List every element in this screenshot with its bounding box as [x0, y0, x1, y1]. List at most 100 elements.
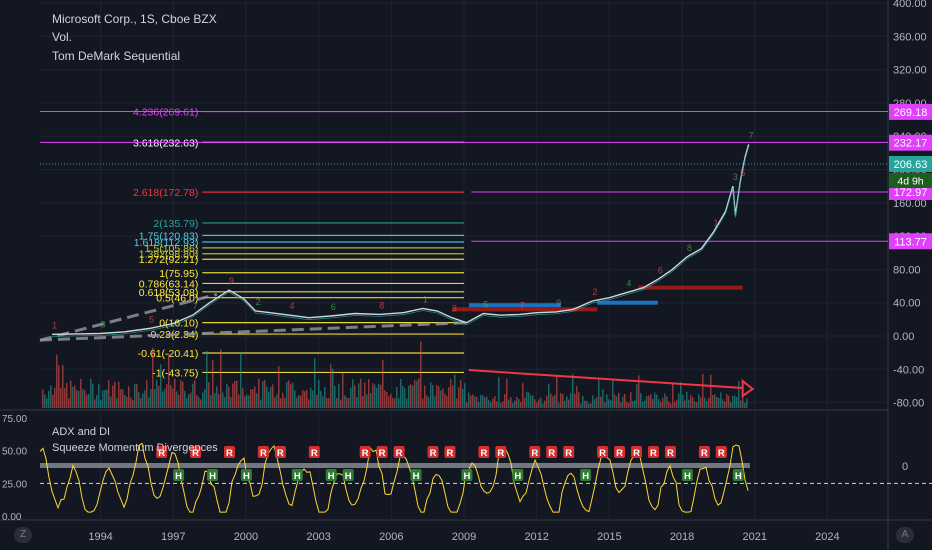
volume-bar [116, 398, 118, 408]
price-badge-bg [889, 103, 932, 120]
volume-bar [706, 401, 708, 408]
volume-bar [500, 403, 502, 408]
volume-bar [210, 395, 212, 408]
time-tick-label: 2000 [234, 531, 258, 543]
price-badge-bg [889, 134, 932, 151]
price-badge-bg [889, 155, 932, 172]
volume-bar [708, 397, 710, 408]
sequential-count: 7 [520, 300, 525, 310]
price-badge-label: 269.18 [894, 107, 928, 119]
bearish-divergence-marker: R [359, 446, 371, 459]
volume-bar [54, 387, 56, 408]
volume-bar [322, 396, 324, 408]
lower-tick-label: 25.00 [2, 479, 27, 490]
volume-bar [562, 394, 564, 408]
volume-bar [354, 385, 356, 408]
volume-legend[interactable]: Vol. [52, 30, 73, 44]
fibonacci-extension: 4.236(269.61) 3.618(232.63) 2.618(172.78) 2… [39, 107, 888, 379]
volume-bar [726, 393, 728, 408]
fib-level-label: 1.5(105.86) [145, 243, 199, 255]
volume-bar [734, 395, 736, 408]
sequential-count: 4 [626, 279, 631, 289]
fib-level-label: 1.75(120.83) [139, 230, 199, 242]
auto-scale-button[interactable]: A [896, 527, 914, 543]
volume-bar [308, 399, 310, 408]
lower-right-tick: 0 [902, 461, 908, 473]
adx-legend[interactable]: ADX and DI [52, 426, 111, 438]
volume-bar [476, 396, 478, 408]
volume-bar [344, 395, 346, 408]
volume-bar [700, 397, 702, 408]
signal-box [580, 469, 592, 481]
volume-bar [558, 402, 560, 408]
sequential-count: 9 [229, 276, 234, 286]
volume-bar [114, 381, 116, 408]
signal-box [529, 446, 541, 458]
signal-label: H [345, 471, 352, 482]
bearish-divergence-marker: R [223, 446, 235, 459]
price-badges: 269.18 232.17 206.63 172.97 113.77 4d 9h [889, 103, 932, 250]
volume-bar [588, 403, 590, 408]
volume-bar [636, 384, 638, 408]
price-badge: 232.17 [889, 134, 932, 151]
volume-bar [596, 397, 598, 408]
volume-bar [332, 368, 334, 408]
bullish-divergence-marker: H [325, 469, 337, 482]
volume-bar [694, 401, 696, 408]
volume-bar [702, 373, 704, 408]
countdown-bg [889, 172, 932, 188]
volume-bar [526, 391, 528, 408]
signal-label: R [616, 448, 623, 459]
signal-label: R [718, 448, 725, 459]
volume-bar [214, 392, 216, 408]
squeeze-legend[interactable]: Squeeze Momentum Divergences [52, 442, 218, 454]
volume-bar [608, 399, 610, 408]
volume-bar [150, 389, 152, 408]
bar-countdown-badge: 4d 9h [889, 172, 932, 188]
time-tick-label: 2018 [670, 531, 694, 543]
volume-bar [632, 401, 634, 408]
volume-bar [552, 396, 554, 408]
signal-box [597, 446, 609, 458]
volume-bar [670, 403, 672, 408]
volume-bar [82, 389, 84, 408]
volume-bar [422, 398, 424, 408]
sequential-count: 3 [452, 304, 457, 314]
sequential-count: 8 [379, 300, 384, 310]
signal-label: R [311, 448, 318, 459]
volume-bar [432, 385, 434, 408]
symbol-legend[interactable]: Microsoft Corp., 1S, Cboe BZX [52, 12, 217, 26]
volume-bar [348, 397, 350, 408]
volume-bar [576, 386, 578, 408]
sequential-count: 9 [556, 298, 561, 308]
signal-label: R [565, 448, 572, 459]
demark-legend[interactable]: Tom DeMark Sequential [52, 49, 181, 63]
volume-bar [350, 387, 352, 408]
volume-bar [398, 398, 400, 408]
bearish-divergence-marker: R [664, 446, 676, 459]
volume-bar [394, 398, 396, 408]
volume-bar [358, 383, 360, 408]
signal-box [512, 469, 524, 481]
volume-bar [390, 393, 392, 408]
volume-bar [356, 397, 358, 408]
fib-level-label: 3.618(232.63) [133, 137, 198, 149]
log-scale-button[interactable]: Z [14, 527, 32, 543]
volume-bar [678, 393, 680, 408]
volume-bar [104, 389, 106, 408]
sequential-count: 1 [52, 320, 57, 330]
volume-bar [318, 380, 320, 408]
volume-bar [86, 394, 88, 408]
volume-bar [452, 385, 454, 408]
sequential-count: 6 [658, 265, 663, 275]
volume-bar [676, 399, 678, 408]
volume-bar [336, 397, 338, 408]
volume-bar [192, 383, 194, 408]
price-tick-label: -40.00 [893, 364, 924, 376]
bearish-divergence-marker: R [308, 446, 320, 459]
volume-bar [492, 398, 494, 408]
volume-bar [128, 386, 130, 408]
